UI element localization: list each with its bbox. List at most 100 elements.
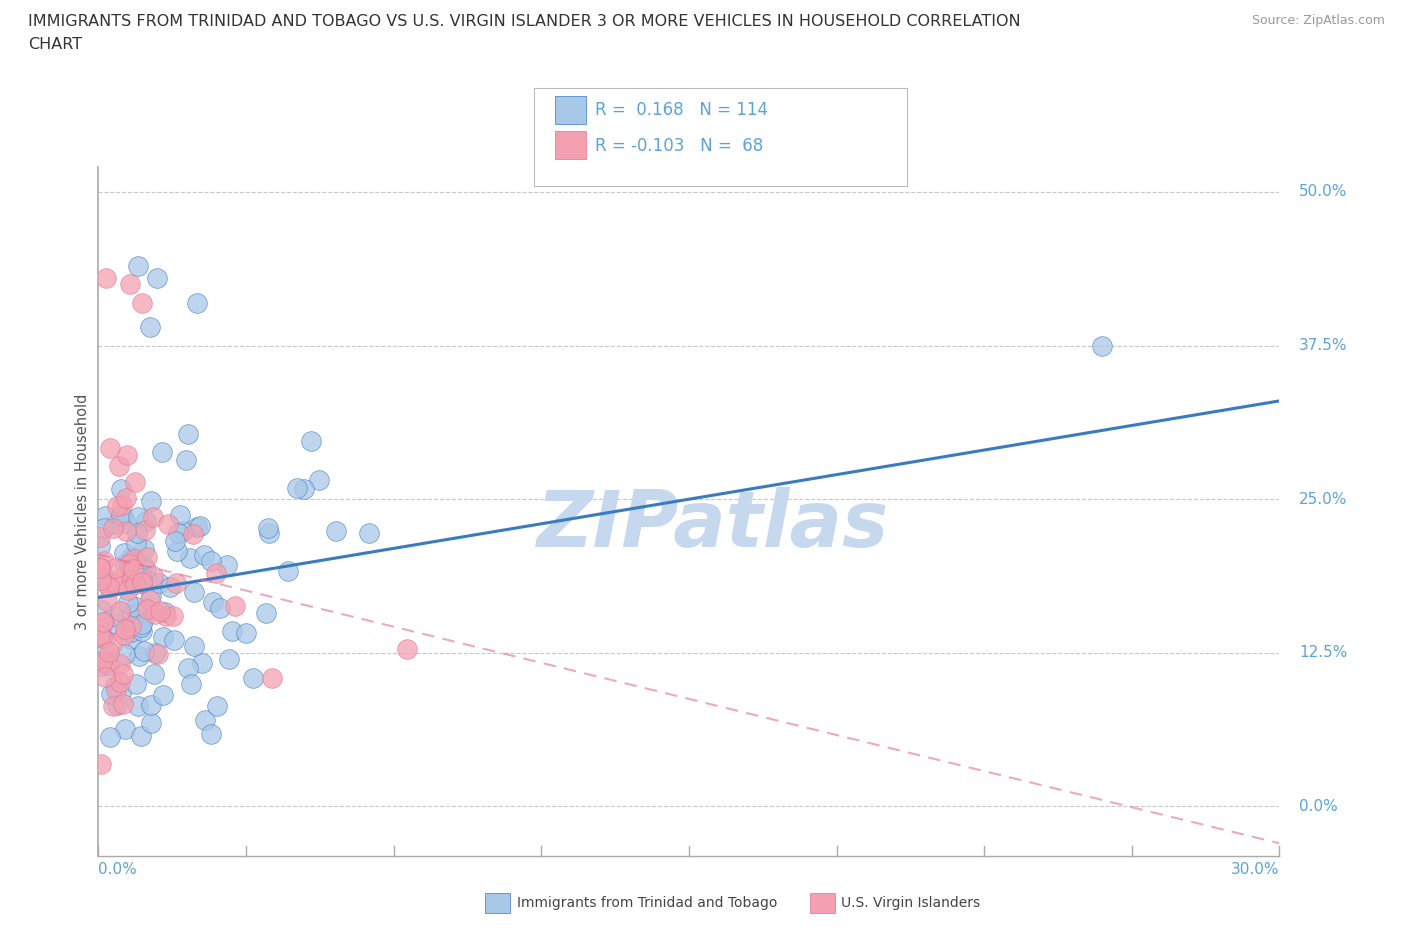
Point — [138, 320, 160, 335]
Point — [128, 648, 150, 663]
Point — [114, 722, 136, 737]
Point — [209, 601, 232, 616]
Point — [134, 644, 156, 658]
Point — [114, 556, 136, 571]
Point — [91, 658, 114, 673]
Point — [112, 545, 135, 560]
Point — [103, 578, 125, 592]
Text: CHART: CHART — [28, 37, 82, 52]
Point — [142, 568, 165, 583]
Point — [142, 510, 165, 525]
Point — [125, 525, 148, 540]
Point — [153, 604, 176, 619]
Point — [98, 579, 121, 594]
Point — [200, 553, 222, 568]
Point — [277, 564, 299, 578]
Point — [136, 550, 159, 565]
Point — [325, 524, 347, 538]
Point — [357, 525, 380, 540]
Point — [165, 576, 187, 591]
Point — [93, 520, 115, 535]
Point — [118, 559, 141, 574]
Point — [129, 728, 152, 743]
Point — [139, 715, 162, 730]
Point — [101, 608, 124, 623]
Point — [114, 647, 136, 662]
Point — [191, 656, 214, 671]
Point — [108, 458, 131, 473]
Point — [97, 644, 120, 659]
Point — [148, 646, 170, 661]
Point — [285, 480, 308, 495]
Point — [110, 685, 132, 700]
Point — [104, 683, 127, 698]
Point — [118, 277, 141, 292]
Point — [94, 509, 117, 524]
Point — [186, 295, 208, 310]
Point — [91, 655, 114, 670]
Point — [167, 525, 190, 540]
Text: 30.0%: 30.0% — [1232, 862, 1279, 877]
Point — [94, 655, 117, 670]
Point — [136, 572, 159, 587]
Point — [101, 636, 124, 651]
Text: R =  0.168   N = 114: R = 0.168 N = 114 — [595, 100, 768, 119]
Point — [121, 572, 143, 587]
Point — [193, 548, 215, 563]
Point — [139, 698, 162, 712]
Point — [183, 584, 205, 599]
Point — [120, 631, 142, 646]
Point — [91, 603, 114, 618]
Point — [90, 573, 112, 588]
Point — [117, 448, 139, 463]
Point — [115, 515, 138, 530]
Text: Immigrants from Trinidad and Tobago: Immigrants from Trinidad and Tobago — [517, 896, 778, 910]
Point — [89, 621, 111, 636]
Point — [93, 553, 115, 568]
Point — [135, 602, 157, 617]
Point — [110, 674, 132, 689]
Point — [96, 593, 118, 608]
Point — [110, 482, 132, 497]
Point — [181, 526, 204, 541]
Point — [257, 521, 280, 536]
Point — [139, 589, 162, 604]
Point — [125, 536, 148, 551]
Point — [177, 426, 200, 441]
Point — [139, 592, 162, 607]
Point — [111, 667, 134, 682]
Point — [100, 686, 122, 701]
Point — [135, 563, 157, 578]
Point — [135, 513, 157, 528]
Point — [146, 271, 169, 286]
Point — [89, 561, 111, 576]
Point — [139, 493, 162, 508]
Point — [120, 624, 142, 639]
Point — [162, 609, 184, 624]
Point — [105, 617, 128, 631]
Point — [179, 551, 201, 565]
Point — [299, 433, 322, 448]
Point — [97, 658, 120, 673]
Point — [98, 441, 121, 456]
Point — [105, 499, 128, 514]
Point — [103, 521, 125, 536]
Text: R = -0.103   N =  68: R = -0.103 N = 68 — [595, 137, 763, 155]
Point — [166, 544, 188, 559]
Point — [89, 567, 111, 582]
Point — [205, 565, 228, 580]
Text: 50.0%: 50.0% — [1299, 184, 1347, 199]
Point — [131, 623, 153, 638]
Point — [221, 624, 243, 639]
Point — [157, 517, 180, 532]
Point — [131, 570, 153, 585]
Point — [159, 579, 181, 594]
Text: 25.0%: 25.0% — [1299, 492, 1347, 507]
Point — [101, 698, 124, 713]
Point — [143, 645, 166, 660]
Point — [110, 507, 132, 522]
Point — [172, 523, 194, 538]
Text: 12.5%: 12.5% — [1299, 645, 1347, 660]
Point — [152, 688, 174, 703]
Text: IMMIGRANTS FROM TRINIDAD AND TOBAGO VS U.S. VIRGIN ISLANDER 3 OR MORE VEHICLES I: IMMIGRANTS FROM TRINIDAD AND TOBAGO VS U… — [28, 14, 1021, 29]
